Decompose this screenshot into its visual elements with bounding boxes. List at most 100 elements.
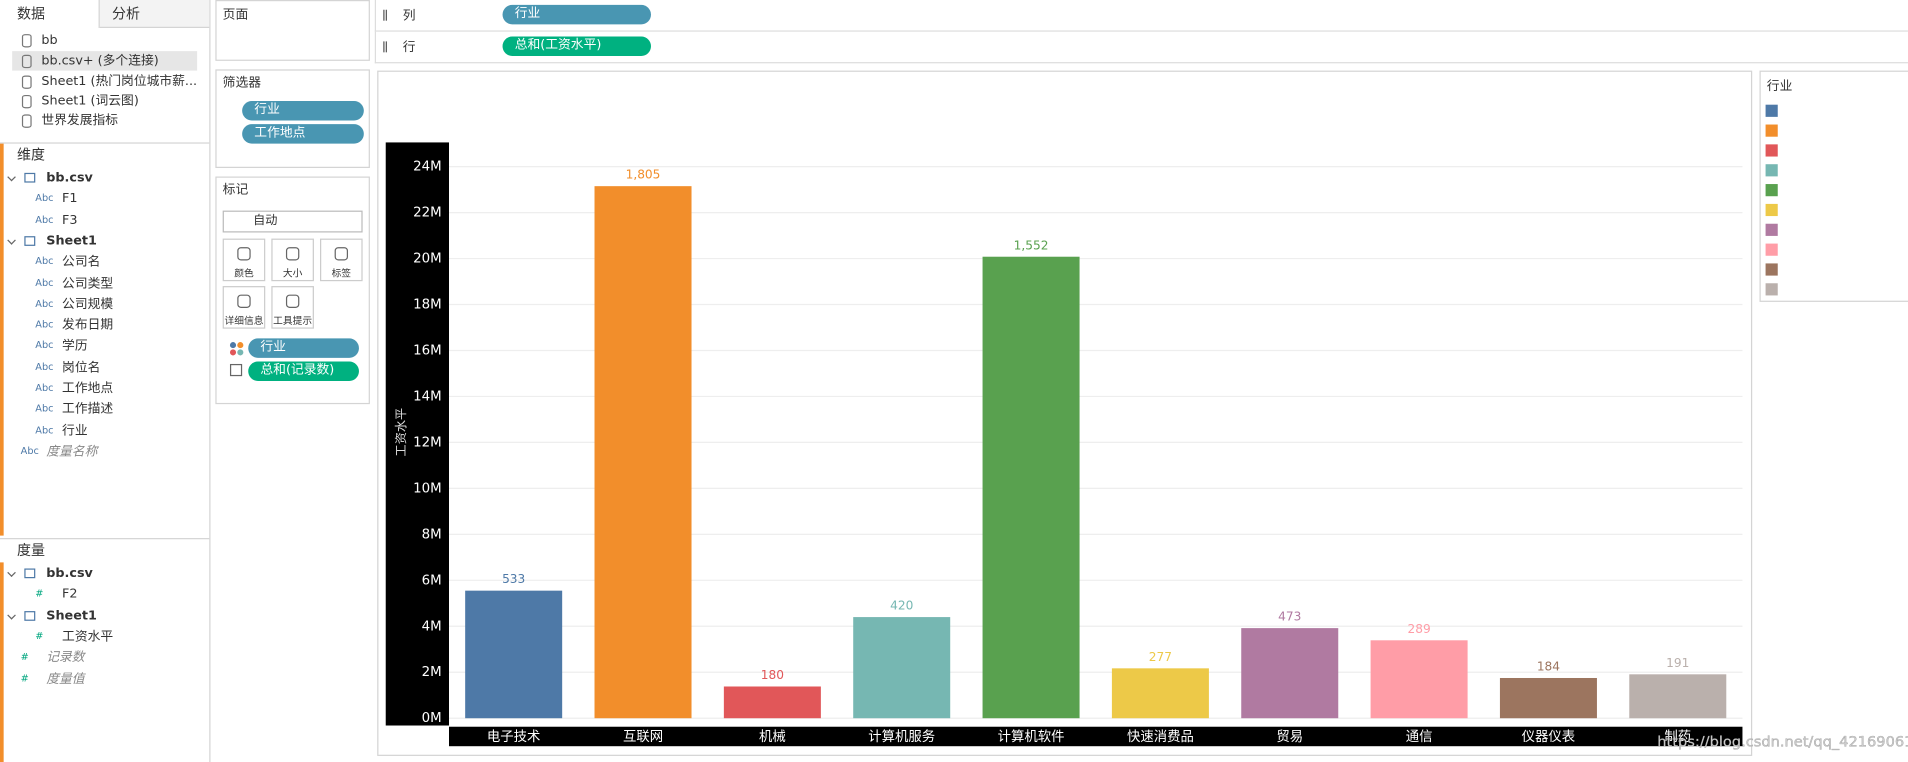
mark-button[interactable]: 大小 [271, 238, 314, 282]
mark-button-label: 工具提示 [273, 315, 313, 327]
table-name: Sheet1 [46, 608, 97, 623]
section-line [0, 142, 210, 144]
x-tick-label: 制药 [1664, 729, 1691, 745]
left-panel [0, 0, 211, 762]
filter-pill[interactable]: 工作地点 [242, 124, 364, 144]
shelf-label: 行 [402, 40, 416, 55]
shelf-pill[interactable]: 行业 [502, 4, 651, 25]
legend-swatch [1765, 203, 1778, 217]
color-dot [229, 349, 237, 356]
mark-button-icon [237, 247, 251, 261]
shelf-icon [383, 41, 394, 53]
data-label: 191 [1666, 656, 1689, 670]
field[interactable]: 公司名 [62, 254, 101, 270]
data-label: 277 [1149, 650, 1172, 664]
field-type-icon: Abc [20, 445, 39, 457]
mark-button-label: 大小 [282, 267, 303, 279]
mark-button[interactable]: 颜色 [222, 238, 266, 282]
bar [982, 256, 1080, 719]
y-tick-label: 4M [422, 619, 442, 634]
field[interactable]: 记录数 [46, 650, 85, 665]
table-icon [24, 568, 36, 579]
field[interactable]: 学历 [62, 338, 88, 354]
y-tick-label: 16M [413, 343, 442, 358]
tab[interactable]: 数据 [17, 4, 46, 22]
data-label: 420 [890, 599, 913, 613]
mark-button[interactable]: 标签 [320, 238, 363, 282]
pages-card [215, 0, 370, 61]
data-source[interactable]: Sheet1 (词云图) [41, 93, 139, 109]
y-tick-label: 24M [413, 160, 442, 175]
mark-button-label: 详细信息 [224, 315, 264, 327]
x-tick-label: 贸易 [1276, 729, 1303, 745]
field[interactable]: 行业 [62, 423, 88, 438]
field-type-icon: Abc [35, 403, 54, 415]
table-name: bb.csv [46, 566, 93, 581]
field[interactable]: 工作地点 [62, 381, 114, 396]
field[interactable]: 工资水平 [62, 629, 114, 644]
mark-button-icon [334, 247, 349, 261]
data-label: 1,552 [1014, 238, 1049, 252]
mark-type-dropdown[interactable]: 自动 [222, 210, 363, 233]
field-type-icon: Abc [35, 276, 54, 288]
data-source[interactable]: bb [41, 32, 58, 48]
table-icon [24, 610, 36, 621]
x-axis-band [448, 726, 1743, 747]
x-tick-label: 机械 [759, 729, 786, 745]
bar [594, 186, 692, 719]
field-type-icon: Abc [35, 340, 54, 352]
field-type-icon: Abc [35, 213, 54, 225]
legend-swatch [1765, 263, 1778, 276]
bar [1111, 668, 1209, 719]
tab[interactable]: 分析 [111, 4, 140, 22]
data-source[interactable]: 世界发展指标 [41, 113, 119, 128]
y-axis-title: 工资水平 [394, 408, 408, 457]
field[interactable]: F2 [62, 587, 78, 602]
label-icon [229, 363, 243, 377]
field[interactable]: F3 [62, 212, 78, 228]
mark-button-icon [285, 247, 300, 261]
filter-pill[interactable]: 行业 [242, 101, 364, 121]
marks-pill[interactable]: 行业 [248, 338, 359, 358]
source-icon [21, 34, 32, 48]
marks-pill[interactable]: 总和(记录数) [248, 361, 359, 382]
mark-button[interactable]: 工具提示 [271, 286, 314, 329]
y-tick-label: 22M [413, 206, 442, 221]
field[interactable]: 度量名称 [46, 444, 98, 459]
data-label: 1,805 [626, 168, 661, 182]
table-name: bb.csv [46, 170, 93, 186]
mark-button[interactable]: 详细信息 [222, 286, 266, 329]
color-dot [237, 349, 244, 356]
field[interactable]: 岗位名 [62, 359, 101, 375]
data-source[interactable]: Sheet1 (热门岗位城市薪... [41, 74, 198, 89]
field[interactable]: 公司规模 [62, 296, 114, 312]
field[interactable]: F1 [62, 191, 78, 207]
x-tick-label: 电子技术 [487, 729, 541, 745]
y-tick-label: 6M [422, 573, 442, 588]
bar [853, 617, 951, 719]
field-type-icon: Abc [35, 192, 54, 204]
card-title: 筛选器 [222, 75, 262, 91]
field-type-icon: Abc [35, 382, 54, 394]
field[interactable]: 度量值 [46, 671, 85, 686]
legend-swatch [1765, 124, 1778, 137]
shelf [374, 0, 1908, 32]
shelf-pill[interactable]: 总和(工资水平) [502, 36, 651, 56]
field[interactable]: 发布日期 [62, 317, 114, 333]
y-tick-label: 18M [413, 298, 442, 313]
field[interactable]: 公司类型 [62, 275, 114, 291]
data-source[interactable]: bb.csv+ (多个连接) [41, 53, 159, 69]
field-type-icon: # [35, 630, 44, 642]
y-axis-band [385, 142, 449, 726]
legend-swatch [1765, 283, 1778, 296]
source-icon [21, 75, 32, 89]
x-tick-label: 通信 [1406, 729, 1433, 745]
y-tick-label: 14M [413, 389, 442, 404]
field[interactable]: 工作描述 [62, 402, 114, 417]
field-type-icon: # [20, 672, 29, 684]
mark-button-label: 颜色 [234, 267, 254, 279]
table-name: Sheet1 [46, 233, 97, 249]
legend-swatch [1765, 223, 1778, 236]
legend-swatch [1765, 104, 1778, 117]
